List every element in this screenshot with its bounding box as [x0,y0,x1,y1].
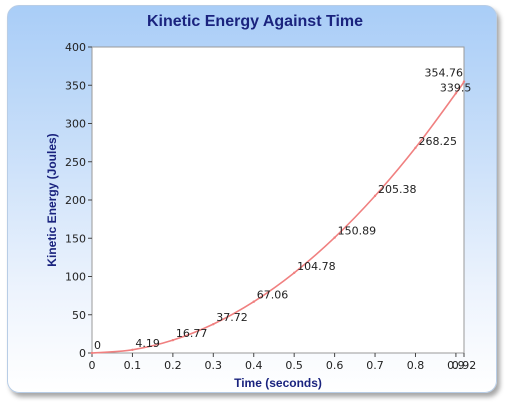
data-point [454,92,458,95]
data-label: 268.25 [418,135,457,148]
data-point [414,146,417,149]
x-tick-label: 0.8 [407,359,425,372]
data-label: 37.72 [216,311,248,324]
x-tick-label: 0.9 [447,359,465,372]
data-label: 0 [94,339,101,352]
y-tick-label: 300 [65,118,86,131]
x-tick-label: 0.1 [124,359,142,372]
x-tick-label: 0.7 [366,359,384,372]
data-point [212,322,215,326]
data-label: 339.5 [440,81,472,94]
y-tick-label: 50 [72,309,86,322]
data-point [292,271,296,275]
data-label: 16.77 [176,327,208,340]
data-label: 67.06 [257,289,289,302]
data-point [131,348,134,351]
y-tick-label: 100 [65,271,86,284]
data-point [90,351,94,355]
x-tick-label: 0.92 [452,359,477,372]
x-tick-label: 0.6 [326,359,344,372]
data-label: 150.89 [338,225,377,238]
chart-title: Kinetic Energy Against Time [147,13,363,30]
x-tick-label: 0.2 [164,359,182,372]
y-tick-label: 200 [65,194,86,207]
y-tick-label: 250 [65,156,86,169]
x-tick-label: 0.3 [205,359,223,372]
y-tick-label: 350 [65,79,86,92]
data-point [333,236,336,239]
data-point [252,300,255,303]
data-label: 104.78 [297,260,336,273]
x-tick-label: 0.5 [285,359,303,372]
y-axis-ticks: 0 50 100 150 200 250 300 350 400 [65,41,92,360]
y-tick-label: 150 [65,232,86,245]
data-point [462,80,466,83]
x-tick-label: 0.4 [245,359,263,372]
y-tick-label: 400 [65,41,86,54]
data-labels: 0 4.19 16.77 37.72 67.06 104.78 150.89 205.38 26… [94,67,471,352]
data-point [171,338,175,342]
y-axis-label: Kinetic Energy (Joules) [45,133,59,266]
data-label: 354.76 [425,67,464,80]
x-axis-ticks: 0 0.1 0.2 0.3 0.4 0.5 0.6 0.7 0.8 0.90.92 [89,353,477,372]
series-group [90,80,466,355]
plot-area [91,46,465,354]
y-tick-label: 0 [79,347,86,360]
data-label: 4.19 [135,337,160,350]
data-point [373,194,377,198]
data-label: 205.38 [378,183,417,196]
x-tick-label: 0 [89,359,96,372]
x-axis-label: Time (seconds) [234,376,322,390]
